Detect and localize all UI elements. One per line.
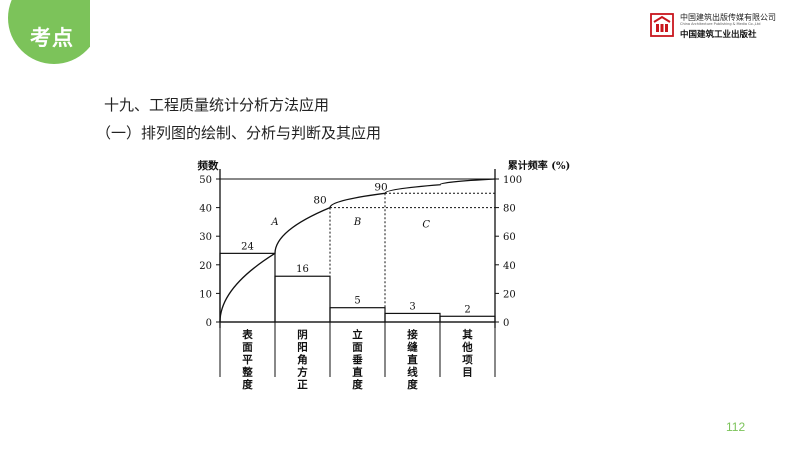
left-tick-label: 50 [199, 175, 212, 186]
category-label-char: 阳 [297, 342, 308, 354]
chart-root: 频数 累计频率 (%) 0 10 20 30 40 50 0 20 40 60 80 100 24 16 5 3 2… [198, 159, 571, 391]
category-label-char: 目 [462, 367, 473, 379]
category-label-char: 度 [407, 378, 418, 391]
left-tick-label: 30 [199, 232, 212, 243]
bar-value-label: 5 [354, 296, 360, 307]
bar-value-label: 16 [296, 264, 309, 275]
category-label-char: 缝 [407, 341, 418, 354]
category-label-char: 度 [242, 378, 253, 391]
page-number: 112 [726, 420, 746, 434]
topic-badge: 考点 [0, 0, 90, 70]
category-label-char: 项 [462, 354, 473, 366]
category-label-char: 正 [297, 379, 308, 391]
right-tick-label: 20 [503, 289, 516, 300]
bar [384, 312, 441, 323]
publisher-header: 中国建筑出版传媒有限公司 China Architecture Publishi… [650, 12, 780, 40]
category-label-char: 垂 [352, 353, 363, 366]
left-tick-label: 40 [199, 204, 212, 215]
bar-value-label: 2 [464, 304, 470, 315]
category-label-char: 线 [407, 366, 418, 379]
bar [439, 315, 496, 323]
right-tick-label: 80 [503, 204, 516, 215]
publisher-name-cn-art: 中国建筑工业出版社 [680, 30, 757, 40]
category-label-char: 面 [352, 342, 363, 354]
category-label-char: 角 [297, 353, 308, 366]
left-tick-label: 0 [206, 318, 212, 329]
bar [219, 252, 276, 323]
bar-value-label: 3 [409, 301, 415, 312]
category-label-char: 方 [297, 366, 308, 379]
badge-label: 考点 [30, 26, 74, 50]
publisher-name-en: China Architecture Publishing & Media Co… [680, 22, 761, 26]
bar [329, 307, 386, 323]
region-label: A [270, 217, 278, 228]
section-title: 十九、工程质量统计分析方法应用 [104, 96, 330, 114]
publisher-name-cn: 中国建筑出版传媒有限公司 [680, 13, 776, 22]
category-label-char: 面 [242, 342, 253, 354]
region-label: C [422, 220, 430, 231]
category-label-char: 平 [242, 354, 253, 366]
right-tick-label: 60 [503, 232, 516, 243]
right-axis-label: 累计频率 (%) [508, 159, 570, 172]
region-label: B [353, 217, 361, 228]
category-label-char: 阴 [297, 329, 308, 341]
left-axis-label: 频数 [198, 159, 219, 172]
category-label-char: 接 [407, 328, 418, 341]
category-label-char: 直 [352, 366, 363, 379]
curve-label-80: 80 [313, 195, 326, 207]
left-tick-label: 20 [199, 261, 212, 272]
category-label-char: 立 [352, 328, 363, 341]
category-label-char: 其 [462, 328, 473, 341]
right-tick-label: 100 [503, 175, 522, 186]
cumulative-curve [219, 178, 496, 323]
right-tick-label: 40 [503, 261, 516, 272]
category-label-char: 整 [241, 366, 253, 379]
left-tick-label: 10 [199, 289, 212, 300]
curve-label-90: 90 [374, 181, 387, 193]
subsection-title: （一）排列图的绘制、分析与判断及其应用 [96, 124, 382, 142]
category-label-char: 直 [407, 353, 418, 366]
category-label-char: 他 [461, 341, 473, 354]
publisher-logo-icon [650, 13, 674, 37]
category-label-char: 表 [241, 328, 253, 341]
bar [274, 275, 331, 323]
bar-value-label: 24 [241, 241, 254, 252]
right-tick-label: 0 [503, 318, 509, 329]
category-label-char: 度 [352, 378, 363, 391]
